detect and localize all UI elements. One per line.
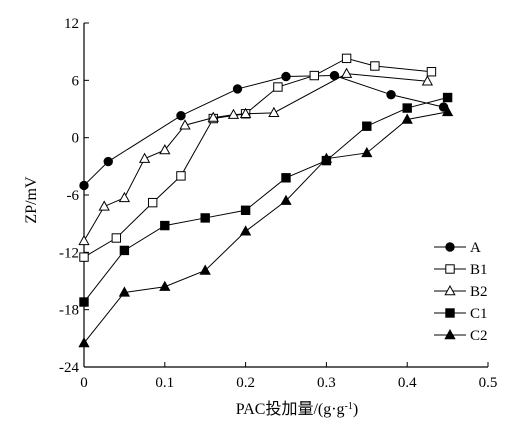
y-tick-label: 12 [64,16,79,32]
series-b1-point [273,82,283,92]
series-c1-point [79,297,89,307]
series-a-point [386,89,396,100]
series-b2-point [98,200,110,211]
series-b2-line [83,73,428,242]
y-tick-label: -12 [59,245,79,261]
series-b2 [78,67,434,246]
y-tick-label: -6 [67,188,80,204]
series-c2-point [280,194,292,205]
series-b1-point [79,252,89,262]
series-c2-point [118,286,131,297]
series-c1-point [402,103,412,113]
legend-marker-b1 [445,264,455,274]
series-c1-point [160,220,170,231]
series-c2-point [320,152,333,163]
y-axis-title: ZP/mV [23,176,40,224]
legend-label: C2 [470,328,488,344]
series-b2-point [159,144,171,155]
series-b2-point [268,106,280,118]
y-tick-label: 6 [72,73,80,89]
x-axis-title: PAC投加量/(g·g-1) [236,400,358,418]
x-tick-label: 0 [80,375,88,391]
series-a-point [103,156,113,167]
series-c2-point [199,264,211,275]
legend-item-c1: C1 [434,306,488,322]
series-c1-point [240,205,251,215]
series-b2-point [118,191,131,203]
x-tick-label: 0.3 [317,375,336,391]
series-b2-point [207,111,219,122]
legend: A B1 B2 C1 C2 [434,240,488,344]
legend-item-b1: B1 [434,262,488,278]
series-c1-point [281,173,291,183]
series-layer [78,53,454,348]
series-c2-line [83,111,448,344]
legend-label: C1 [470,306,488,322]
series-c1-point [362,121,372,131]
series-b1-line [83,57,432,258]
x-tick-label: 0.5 [479,375,498,391]
series-c2-point [401,113,413,124]
series-a-point [232,84,243,94]
legend-label: B2 [470,284,488,300]
series-b1-point [341,53,352,64]
series-b2-point [179,119,191,130]
legend-marker-b2 [444,284,456,296]
legend-item-c2: C2 [434,328,488,344]
series-c2-point [159,280,171,291]
series-a-point [176,110,186,121]
series-b1-point [426,67,437,77]
series-b1-point [111,233,122,243]
x-axis-title-tail: ) [353,401,358,418]
series-b2-point [421,75,434,86]
series-c1-point [442,92,453,103]
x-axis-title-main: PAC投加量/(g·g [236,400,345,418]
legend-label: B1 [470,262,488,278]
ticks: 0 0.1 0.2 0.3 0.4 0.5 -24 -18 -12 -6 0 6 12 [59,16,497,391]
legend-marker-a [445,242,455,252]
series-c1 [79,92,453,307]
legend-marker-c2 [444,328,456,340]
x-tick-label: 0.4 [398,375,417,391]
legend-item-b2: B2 [434,284,488,300]
series-b1-point [309,70,319,81]
series-a [79,70,449,191]
series-b1-point [370,61,380,71]
series-b1 [79,53,437,262]
series-c2-point [361,146,373,158]
series-b1-point [176,171,186,181]
series-a-point [79,180,89,191]
legend-marker-c1 [445,308,455,318]
series-c2-point [441,105,454,117]
series-c2-point [239,225,252,236]
series-b2-point [340,67,353,78]
series-a-line [83,75,444,186]
series-b2-point [138,152,151,163]
legend-item-a: A [434,240,481,256]
x-tick-label: 0.2 [236,375,255,391]
series-c2-point [78,337,90,348]
series-b1-point [147,197,158,208]
y-tick-label: 0 [72,131,80,147]
series-b2-point [239,107,252,118]
legend-label: A [470,240,481,256]
y-tick-label: -24 [59,360,79,376]
x-tick-label: 0.1 [155,375,174,391]
series-b2-point [227,108,240,119]
y-tick-label: -18 [59,303,79,319]
series-a-point [281,71,291,82]
series-c1-point [200,213,210,223]
series-b2-point [78,234,90,246]
series-c1-point [119,245,130,256]
series-c2 [78,105,454,348]
x-axis-title-superscript: -1 [345,401,353,412]
series-c1-line [83,97,448,303]
